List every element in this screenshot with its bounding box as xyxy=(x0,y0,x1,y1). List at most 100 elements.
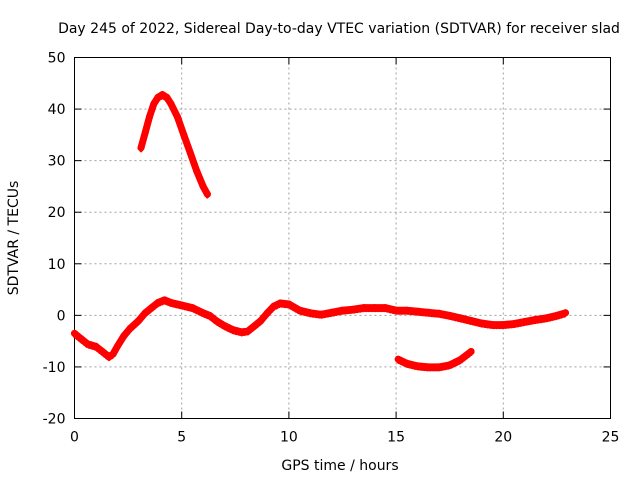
data-point xyxy=(77,335,85,343)
x-axis-label: GPS time / hours xyxy=(281,458,398,474)
data-point xyxy=(371,304,379,312)
data-point xyxy=(435,363,443,371)
x-tick-label: 20 xyxy=(494,430,512,446)
data-point xyxy=(199,309,207,317)
data-point xyxy=(199,182,207,190)
data-point xyxy=(212,317,220,324)
y-tick-label: -20 xyxy=(43,412,66,428)
data-point xyxy=(180,131,188,139)
data-point xyxy=(424,363,432,371)
data-point xyxy=(229,326,237,334)
data-point xyxy=(92,342,100,350)
data-point xyxy=(403,359,411,367)
data-point xyxy=(392,306,400,314)
data-point xyxy=(499,321,507,329)
series-high-arc-texture xyxy=(139,96,209,199)
y-tick-label: 40 xyxy=(48,102,66,118)
data-point xyxy=(173,113,181,121)
data-point xyxy=(150,100,158,108)
data-point xyxy=(98,348,106,355)
data-point xyxy=(478,319,486,327)
x-tick-label: 0 xyxy=(70,430,79,446)
data-point xyxy=(163,93,171,101)
y-tick-label: 50 xyxy=(48,51,66,67)
data-point xyxy=(328,308,336,316)
data-point xyxy=(146,113,153,121)
data-point xyxy=(193,167,201,175)
data-point xyxy=(141,309,149,317)
data-point xyxy=(532,316,539,323)
chart-title: Day 245 of 2022, Sidereal Day-to-day VTE… xyxy=(58,21,620,37)
data-point xyxy=(221,322,229,330)
data-point xyxy=(456,356,464,364)
y-tick-label: 0 xyxy=(57,308,66,324)
y-tick-label: 20 xyxy=(48,205,66,221)
data-point xyxy=(339,306,346,314)
data-point xyxy=(113,342,121,350)
tick-layer: 0 5 10 15 20 25 -20 -10 0 10 20 30 40 50 xyxy=(43,51,620,446)
x-tick-label: 5 xyxy=(177,430,186,446)
series-low-segment-texture xyxy=(396,353,473,372)
data-point xyxy=(424,308,432,316)
data-point xyxy=(244,327,252,335)
data-point xyxy=(137,144,145,152)
data-point xyxy=(435,309,443,317)
data-point xyxy=(203,190,211,198)
data-point xyxy=(276,299,284,307)
y-tick-label: -10 xyxy=(43,360,66,376)
data-point xyxy=(257,317,265,324)
data-point xyxy=(264,309,271,317)
data-point xyxy=(285,300,293,308)
data-point xyxy=(206,311,214,319)
data-point xyxy=(109,350,117,358)
x-tick-label: 10 xyxy=(280,430,298,446)
data-point xyxy=(296,306,304,314)
series-high-arc xyxy=(137,91,211,198)
data-point xyxy=(141,128,149,136)
data-point xyxy=(467,348,475,355)
data-point xyxy=(167,100,175,108)
x-tick-label: 15 xyxy=(387,430,405,446)
data-point xyxy=(403,306,411,314)
data-point xyxy=(562,309,569,317)
y-axis-label: SDTVAR / TECUs xyxy=(6,181,22,296)
data-point xyxy=(83,340,91,348)
data-point xyxy=(381,304,389,312)
data-point xyxy=(521,318,529,325)
data-point xyxy=(154,299,162,306)
data-point xyxy=(489,321,497,329)
y-tick-label: 30 xyxy=(48,154,66,170)
data-point xyxy=(120,332,128,340)
data-point xyxy=(394,355,402,363)
data-point xyxy=(456,314,464,322)
data-point xyxy=(414,307,421,315)
data-point xyxy=(553,311,561,319)
data-point xyxy=(126,324,134,332)
data-point xyxy=(186,149,194,157)
data-point xyxy=(360,304,368,312)
y-tick-label: 10 xyxy=(48,257,66,273)
data-point xyxy=(270,302,278,310)
data-point xyxy=(178,301,186,309)
data-point xyxy=(251,322,259,330)
data-point xyxy=(167,299,175,306)
data-point xyxy=(542,314,550,322)
data-point xyxy=(135,317,143,324)
data-point xyxy=(414,362,421,370)
data-point xyxy=(238,328,246,336)
data-point xyxy=(446,311,454,319)
data-point xyxy=(467,317,475,324)
data-point xyxy=(71,329,78,337)
grid-layer xyxy=(74,57,611,419)
data-point xyxy=(510,320,518,328)
x-tick-label: 25 xyxy=(602,430,620,446)
data-point xyxy=(188,304,196,312)
data-point xyxy=(446,361,454,369)
series-layer xyxy=(71,91,569,372)
data-point xyxy=(306,309,314,317)
plot-frame xyxy=(74,57,611,419)
data-point xyxy=(148,304,156,312)
data-point xyxy=(317,310,325,318)
data-point xyxy=(349,305,357,313)
